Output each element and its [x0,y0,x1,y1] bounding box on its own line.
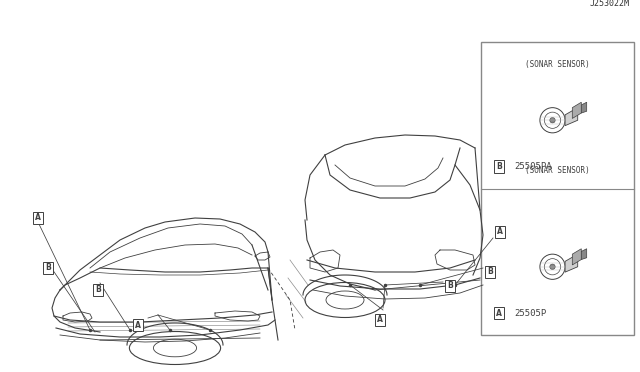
Text: B: B [45,263,51,273]
Text: B: B [487,267,493,276]
Polygon shape [581,102,587,113]
Text: A: A [135,321,141,330]
Text: B: B [496,162,502,171]
Polygon shape [572,249,581,265]
Text: B: B [95,285,101,295]
Text: A: A [377,315,383,324]
Ellipse shape [550,264,556,269]
Text: B: B [447,282,453,291]
Text: (SONAR SENSOR): (SONAR SENSOR) [525,60,590,68]
Text: (SONAR SENSOR): (SONAR SENSOR) [525,166,590,175]
Polygon shape [572,102,581,118]
Polygon shape [565,108,578,126]
Text: 25505P: 25505P [514,308,547,317]
Text: 25505PA: 25505PA [514,162,552,171]
Polygon shape [565,254,578,272]
Text: A: A [497,228,503,237]
Text: J253022M: J253022M [590,0,630,8]
Text: A: A [35,214,41,222]
Text: A: A [496,308,502,317]
Ellipse shape [550,118,556,123]
Polygon shape [581,249,587,260]
